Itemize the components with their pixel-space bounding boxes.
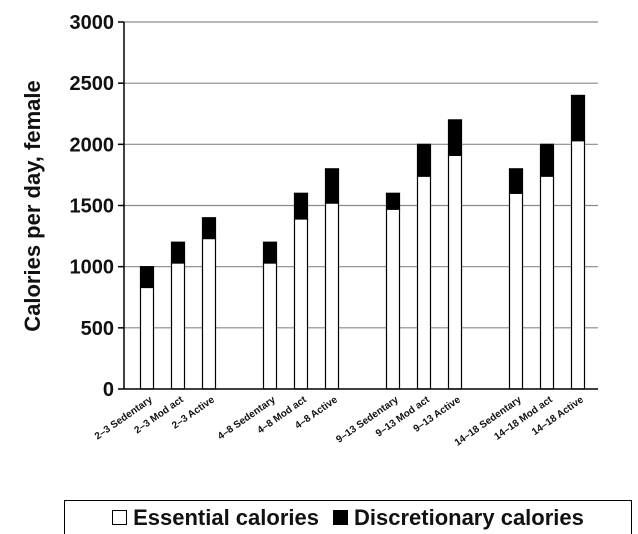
y-tick-label: 0 (103, 379, 114, 401)
bar-segment-discretionary (170, 241, 186, 264)
bar-segment-essential (201, 237, 217, 390)
legend-label-discretionary: Discretionary calories (353, 504, 584, 530)
bar-segment-discretionary (139, 266, 155, 289)
bar-segment-essential (293, 218, 309, 390)
bar-segment-essential (170, 262, 186, 390)
y-tick-label: 1000 (70, 257, 115, 279)
bar-segment-essential (262, 262, 278, 390)
bar-segment-discretionary (508, 168, 524, 194)
bar-segment-discretionary (293, 192, 309, 220)
bar-segment-discretionary (570, 94, 586, 142)
bar-segment-essential (447, 154, 463, 390)
legend-label-essential: Essential calories (133, 504, 319, 530)
bar-segment-essential (539, 175, 555, 390)
legend: Essential calories Discretionary calorie… (64, 500, 632, 534)
y-tick-label: 500 (81, 318, 114, 340)
legend-item-essential: Essential calories (112, 505, 319, 531)
legend-swatch-essential (112, 510, 128, 525)
gridlines (124, 21, 598, 329)
y-tick-label: 2000 (70, 134, 115, 156)
legend-swatch-discretionary (332, 510, 348, 525)
bar-segment-essential (508, 192, 524, 390)
bar-segment-discretionary (416, 143, 432, 177)
y-tick-label: 3000 (70, 12, 115, 34)
bar-segment-essential (324, 202, 340, 390)
bar-segment-discretionary (201, 217, 217, 240)
y-axis-label: Calories per day, female (20, 80, 45, 332)
bar-segment-discretionary (385, 192, 401, 210)
bar-segment-discretionary (262, 241, 278, 264)
bars (139, 94, 586, 390)
bar-segment-essential (385, 208, 401, 390)
bar-segment-discretionary (539, 143, 555, 177)
bar-segment-discretionary (324, 168, 340, 204)
bar-segment-essential (570, 140, 586, 390)
bar-segment-essential (139, 286, 155, 390)
chart-svg: 0 500 1000 1500 2000 2500 3000 2–3 Sedentary2–… (20, 12, 598, 449)
y-tick-labels: 0 500 1000 1500 2000 2500 3000 (70, 12, 124, 401)
bar-segment-discretionary (447, 119, 463, 156)
y-tick-label: 2500 (70, 73, 115, 95)
y-tick-label: 1500 (70, 196, 115, 218)
bar-segment-essential (416, 175, 432, 390)
legend-item-discretionary: Discretionary calories (332, 504, 584, 531)
